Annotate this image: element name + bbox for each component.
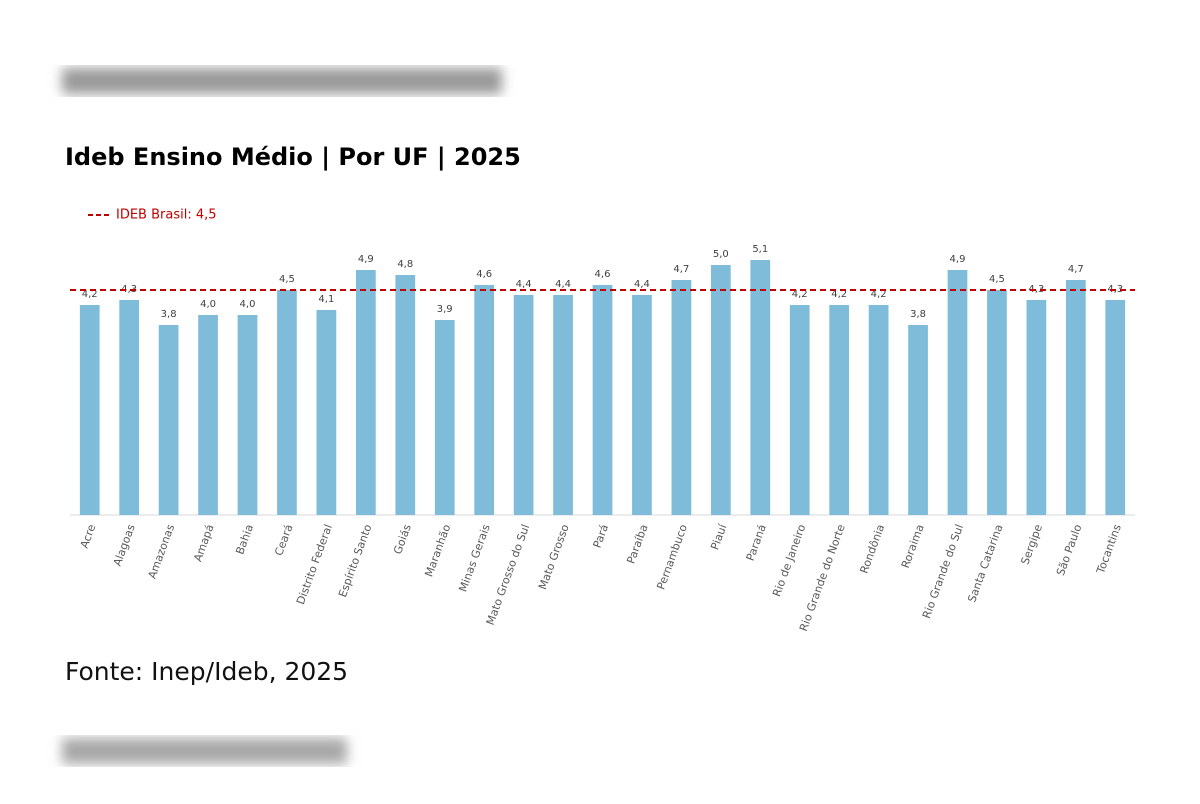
blurred-heading	[62, 68, 502, 94]
value-label: 4,6	[476, 269, 492, 280]
value-label: 4,4	[555, 279, 571, 290]
bar	[1026, 300, 1047, 515]
bar	[198, 315, 218, 515]
value-label: 3,8	[910, 309, 926, 320]
bar	[355, 270, 376, 515]
x-tick-label: Minas Gerais	[456, 522, 493, 593]
x-tick-label: Paraná	[744, 523, 769, 563]
x-tick-label: Rio de Janeiro	[770, 522, 808, 598]
bar	[434, 320, 455, 515]
value-label: 4,1	[318, 294, 334, 305]
value-label: 4,4	[516, 279, 532, 290]
bar	[316, 310, 337, 515]
value-label: 4,5	[989, 274, 1005, 285]
x-tick-label: Alagoas	[111, 522, 138, 568]
bar	[237, 315, 258, 515]
x-tick-label: São Paulo	[1054, 522, 1085, 577]
bar	[592, 285, 613, 515]
x-tick-label: Maranhão	[422, 522, 453, 578]
x-tick-label: Roraima	[899, 523, 927, 570]
bar	[474, 285, 495, 515]
value-label: 4,2	[871, 289, 887, 300]
x-tick-label: Paraíba	[624, 523, 650, 566]
value-label: 4,7	[1068, 264, 1084, 275]
x-tick-label: Mato Grosso do Sul	[484, 523, 533, 627]
x-tick-label: Rio Grande do Sul	[920, 523, 966, 621]
chart-title: Ideb Ensino Médio | Por UF | 2025	[65, 143, 521, 171]
bar	[79, 305, 100, 515]
bar	[710, 265, 731, 515]
x-tick-label: Goiás	[391, 522, 414, 556]
value-label: 3,8	[161, 309, 177, 320]
legend-label: IDEB Brasil: 4,5	[116, 208, 217, 223]
value-label: 3,9	[437, 304, 453, 315]
bar	[947, 270, 968, 515]
x-tick-label: Rondônia	[857, 523, 887, 576]
bar	[789, 305, 810, 515]
x-tick-label: Pará	[591, 523, 611, 550]
bar	[908, 325, 928, 515]
x-tick-label: Sergipe	[1018, 522, 1045, 566]
value-label: 5,1	[752, 244, 768, 255]
bar	[671, 280, 692, 515]
bar	[553, 295, 573, 515]
x-tick-label: Mato Grosso	[536, 522, 572, 591]
value-label: 4,2	[792, 289, 808, 300]
x-tick-label: Tocantins	[1094, 522, 1124, 576]
x-tick-label: Acre	[78, 522, 99, 550]
bar	[395, 275, 416, 515]
x-tick-label: Amazonas	[146, 522, 178, 580]
value-label: 5,0	[713, 249, 729, 260]
bar	[632, 295, 652, 515]
bar	[1065, 280, 1086, 515]
value-label: 4,5	[279, 274, 295, 285]
bar	[1105, 300, 1126, 515]
x-tick-label: Santa Catarina	[965, 523, 1005, 605]
bar	[119, 300, 140, 515]
value-label: 4,8	[397, 259, 413, 270]
x-tick-label: Espírito Santo	[336, 522, 374, 599]
bar	[829, 305, 850, 515]
x-tick-label: Piauí	[708, 522, 730, 552]
bar	[987, 290, 1007, 515]
bar	[868, 305, 889, 515]
bar	[158, 325, 179, 515]
value-label: 4,6	[595, 269, 611, 280]
blurred-footer	[62, 738, 347, 764]
x-tick-label: Bahia	[233, 523, 256, 557]
value-label: 4,9	[358, 254, 374, 265]
value-label: 4,2	[82, 289, 98, 300]
x-tick-label: Ceará	[272, 523, 295, 558]
value-label: 4,7	[673, 264, 689, 275]
x-tick-label: Distrito Federal	[294, 523, 335, 607]
x-tick-label: Pernambuco	[654, 522, 690, 591]
value-label: 4,9	[950, 254, 966, 265]
value-label: 4,0	[240, 299, 256, 310]
value-label: 4,0	[200, 299, 216, 310]
bar	[513, 295, 534, 515]
value-label: 4,2	[831, 289, 847, 300]
value-label: 4,3	[1028, 284, 1044, 295]
source-note: Fonte: Inep/Ideb, 2025	[65, 657, 348, 686]
bar	[277, 290, 297, 515]
bar	[750, 260, 771, 515]
x-tick-label: Amapá	[191, 523, 216, 564]
value-label: 4,3	[121, 284, 137, 295]
value-label: 4,4	[634, 279, 650, 290]
x-tick-label: Rio Grande do Norte	[797, 522, 848, 633]
